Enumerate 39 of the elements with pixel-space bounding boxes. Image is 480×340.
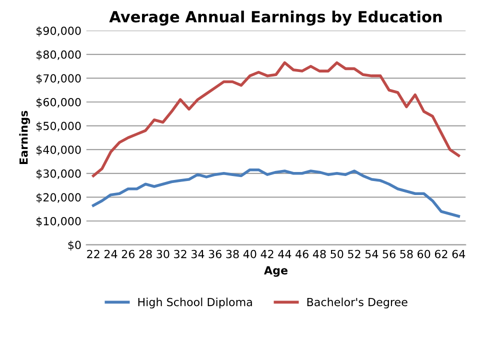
x-tick-label: 58 — [400, 250, 413, 258]
legend-label: Bachelor's Degree — [307, 298, 408, 308]
line-series — [92, 61, 460, 178]
x-tick-label: 38 — [226, 250, 239, 258]
x-tick-label: 48 — [312, 250, 326, 258]
x-tick-label: 64 — [452, 250, 466, 258]
x-tick-label: 54 — [365, 250, 378, 258]
x-tick-label: 62 — [434, 250, 448, 258]
x-tick-label: 52 — [348, 250, 360, 258]
x-tick-label: 24 — [104, 250, 118, 258]
y-tick-label: $50,000 — [36, 122, 81, 132]
x-tick-label: 22 — [87, 250, 100, 258]
legend-label: High School Diploma — [138, 298, 252, 308]
x-tick-label: 40 — [243, 250, 256, 258]
y-tick-label: $40,000 — [36, 145, 81, 156]
x-tick-label: 44 — [278, 250, 292, 258]
x-tick-label: 46 — [296, 250, 308, 258]
x-tick-label: 28 — [139, 250, 152, 258]
chart-title: Average Annual Earnings by Education — [109, 10, 442, 26]
y-tick-label: $80,000 — [36, 50, 81, 60]
y-tick-label: $10,000 — [36, 216, 81, 227]
x-tick-label: 32 — [174, 250, 186, 258]
y-axis-title: Earnings — [19, 110, 30, 164]
x-tick-label: 50 — [330, 250, 344, 258]
y-tick-label: $20,000 — [36, 192, 81, 204]
x-tick-label: 42 — [260, 250, 274, 258]
x-tick-label: 60 — [418, 250, 430, 258]
x-tick-label: 30 — [156, 250, 170, 258]
x-axis-title: Age — [264, 266, 288, 277]
y-tick-label: $0 — [68, 240, 81, 251]
x-tick-label: 36 — [208, 250, 222, 258]
x-tick-label: 26 — [122, 250, 135, 258]
line-series — [92, 168, 460, 218]
y-tick-label: $30,000 — [36, 169, 81, 180]
y-tick-label: $90,000 — [36, 26, 81, 36]
x-tick-label: 34 — [192, 250, 204, 258]
x-tick-label: 56 — [382, 250, 396, 258]
y-tick-label: $60,000 — [36, 98, 81, 108]
y-tick-label: $70,000 — [36, 74, 81, 84]
